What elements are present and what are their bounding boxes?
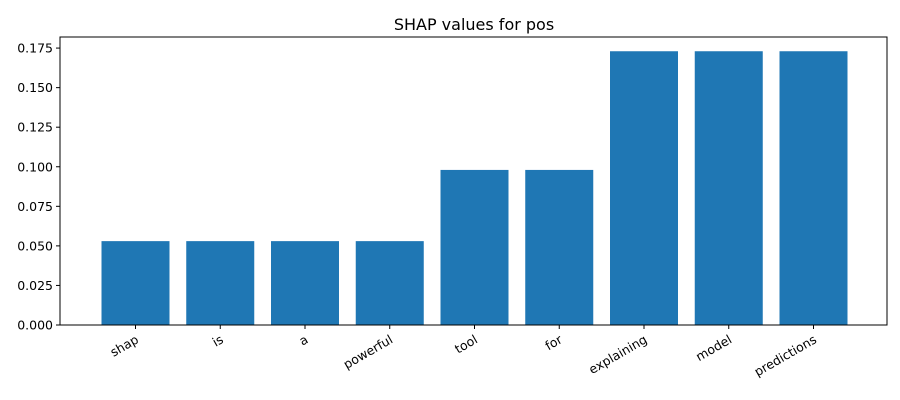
x-tick-label: is (210, 332, 226, 350)
bar-predictions (779, 51, 848, 325)
bar-explaining (610, 51, 678, 325)
plot-frame (59, 36, 888, 326)
bar-is (186, 241, 255, 325)
chart-title: SHAP values for pos (394, 15, 554, 34)
y-tick-label: 0.125 (17, 120, 53, 135)
x-tick-label: predictions (752, 332, 819, 380)
bar-shap (101, 241, 170, 325)
y-tick-label: 0.175 (17, 41, 53, 56)
x-tick-label: a (296, 332, 310, 349)
x-tick-label: powerful (341, 332, 396, 372)
y-tick-label: 0.075 (17, 199, 53, 214)
bar-a (271, 241, 339, 325)
x-tick-label: shap (107, 332, 141, 360)
bar-tool (440, 169, 509, 325)
y-tick-label: 0.000 (17, 318, 53, 333)
y-tick-label: 0.050 (17, 238, 53, 253)
bars (101, 51, 848, 325)
bar-model (694, 51, 763, 325)
bar-powerful (355, 241, 424, 325)
y-tick-label: 0.100 (17, 159, 53, 174)
y-axis: 0.000 0.025 0.050 0.075 0.100 0.125 0.150 0.175 (17, 41, 60, 333)
x-tick-label: explaining (586, 332, 650, 377)
y-tick-label: 0.150 (17, 80, 53, 95)
x-axis: shap is a powerful tool for explaining model pre… (107, 325, 819, 379)
x-tick-label: model (693, 332, 734, 364)
bar-for (525, 169, 594, 325)
x-tick-label: tool (452, 332, 480, 357)
y-tick-label: 0.025 (17, 278, 53, 293)
x-tick-label: for (542, 331, 565, 353)
